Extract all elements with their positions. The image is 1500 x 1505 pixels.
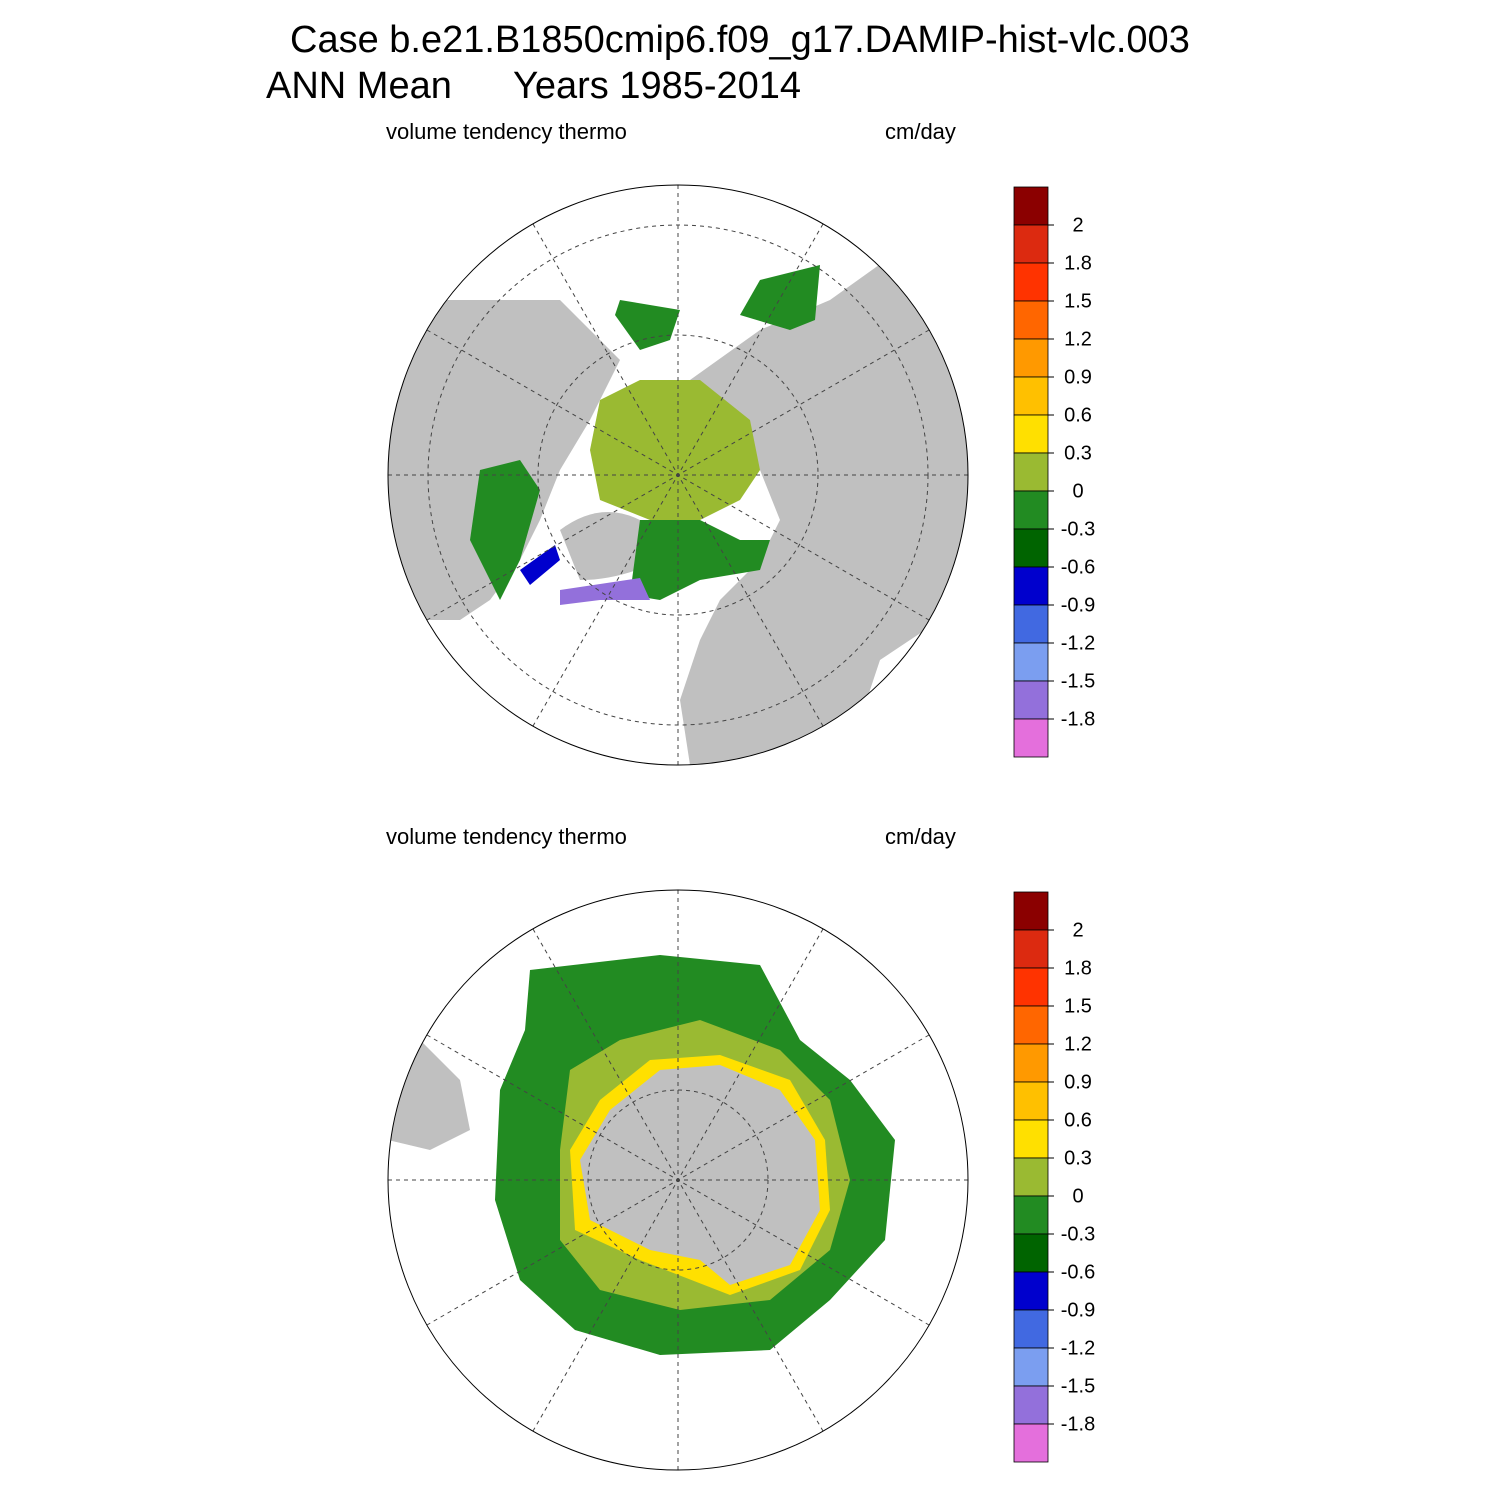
colorbar-box <box>1013 1157 1049 1197</box>
colorbar-label: -0.9 <box>1061 594 1095 616</box>
colorbar-label: 0.3 <box>1064 442 1092 464</box>
sea-ice <box>590 380 760 520</box>
colorbar-label: -1.5 <box>1061 670 1095 692</box>
sea-ice <box>615 300 680 350</box>
colorbar-label: -1.8 <box>1061 708 1095 730</box>
colorbar-box <box>1013 528 1049 568</box>
colorbar-box <box>1013 224 1049 264</box>
colorbar-box <box>1013 1423 1049 1463</box>
colorbar-label: 2 <box>1072 919 1083 941</box>
colorbar-box <box>1013 967 1049 1007</box>
colorbar-box <box>1013 891 1049 931</box>
colorbar-label: 0.6 <box>1064 404 1092 426</box>
years-label: Years 1985-2014 <box>513 65 801 107</box>
sea-ice <box>520 545 560 585</box>
colorbar-box <box>1013 680 1049 720</box>
colorbar-box <box>1013 929 1049 969</box>
panel-label: volume tendency thermo <box>386 824 627 849</box>
colorbar-label: 1.5 <box>1064 995 1092 1017</box>
colorbar-box <box>1013 452 1049 492</box>
colorbar-label: 0 <box>1072 480 1083 502</box>
colorbar-label: -0.6 <box>1061 556 1095 578</box>
colorbar-label: 0.9 <box>1064 366 1092 388</box>
colorbar-label: 1.5 <box>1064 290 1092 312</box>
panel-units: cm/day <box>885 824 956 849</box>
panel-units: cm/day <box>885 119 956 144</box>
colorbar-label: -0.6 <box>1061 1261 1095 1283</box>
colorbar-box <box>1013 604 1049 644</box>
colorbar-box <box>1013 1347 1049 1387</box>
sea-ice <box>560 578 650 605</box>
colorbar-box <box>1013 490 1049 530</box>
colorbar-box <box>1013 1385 1049 1425</box>
colorbar-box <box>1013 376 1049 416</box>
land <box>680 250 968 765</box>
colorbar-label: -0.3 <box>1061 1223 1095 1245</box>
colorbar-label: -1.2 <box>1061 1337 1095 1359</box>
colorbar-box <box>1013 1271 1049 1311</box>
map-frame <box>387 889 969 1471</box>
colorbar-label: -1.2 <box>1061 632 1095 654</box>
sea-ice <box>740 265 820 330</box>
colorbar-box <box>1013 718 1049 758</box>
colorbar-box <box>1013 1195 1049 1235</box>
panel-label: volume tendency thermo <box>386 119 627 144</box>
arctic-map <box>387 184 969 766</box>
sea-ice <box>470 460 540 600</box>
colorbar-box <box>1013 1043 1049 1083</box>
colorbar-box <box>1013 262 1049 302</box>
antarctic-map <box>387 889 969 1471</box>
colorbar-label: 1.8 <box>1064 957 1092 979</box>
colorbar-box <box>1013 1309 1049 1349</box>
colorbar-label: 1.8 <box>1064 252 1092 274</box>
land <box>580 1065 820 1285</box>
colorbar-box <box>1013 1005 1049 1045</box>
colorbar-box <box>1013 186 1049 226</box>
colorbar-label: -1.5 <box>1061 1375 1095 1397</box>
colorbar-label: 1.2 <box>1064 328 1092 350</box>
colorbar-label: -1.8 <box>1061 1413 1095 1435</box>
colorbar-label: 0.9 <box>1064 1071 1092 1093</box>
colorbar-label: 1.2 <box>1064 1033 1092 1055</box>
colorbar-box <box>1013 1081 1049 1121</box>
colorbar-label: -0.3 <box>1061 518 1095 540</box>
map-frame <box>387 184 969 766</box>
colorbar-box <box>1013 338 1049 378</box>
colorbar-box <box>1013 300 1049 340</box>
colorbar-box <box>1013 566 1049 606</box>
colorbar-box <box>1013 414 1049 454</box>
colorbar-label: 0 <box>1072 1185 1083 1207</box>
colorbar-box <box>1013 1233 1049 1273</box>
land <box>388 300 620 620</box>
colorbar-box <box>1013 1119 1049 1159</box>
period-label: ANN Mean <box>266 65 452 107</box>
title: Case b.e21.B1850cmip6.f09_g17.DAMIP-hist… <box>290 19 1190 61</box>
colorbar-label: 0.6 <box>1064 1109 1092 1131</box>
colorbar-label: -0.9 <box>1061 1299 1095 1321</box>
colorbar-label: 0.3 <box>1064 1147 1092 1169</box>
colorbar-box <box>1013 642 1049 682</box>
colorbar-label: 2 <box>1072 214 1083 236</box>
sea-ice <box>630 520 770 600</box>
